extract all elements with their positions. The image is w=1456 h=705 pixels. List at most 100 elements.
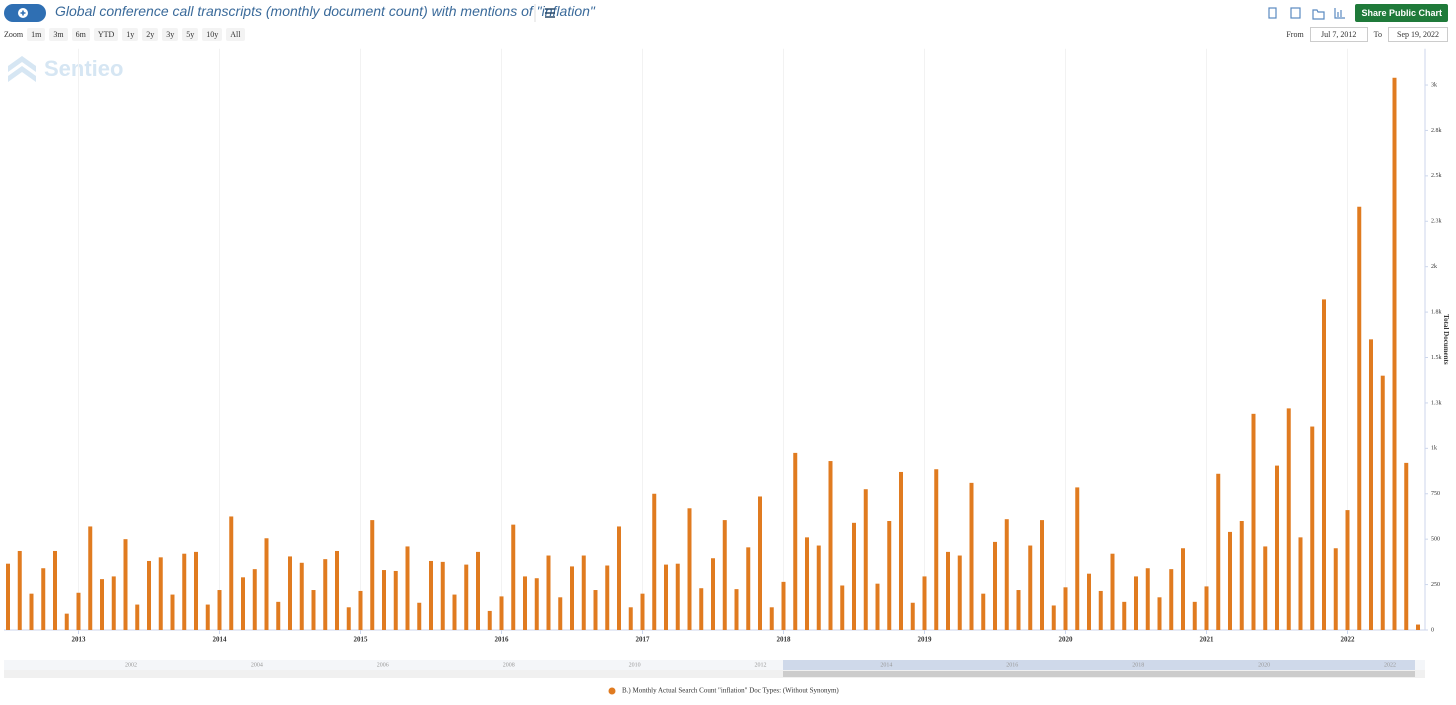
y-tick-label: 500 [1431, 537, 1440, 543]
bar [182, 553, 187, 630]
bar [734, 589, 739, 630]
bar [946, 551, 950, 630]
bar [1204, 586, 1209, 630]
scrollbar-thumb[interactable] [783, 671, 1415, 677]
from-input[interactable]: Jul 7, 2012 [1309, 27, 1368, 42]
bar [652, 493, 657, 630]
to-label: To [1373, 30, 1382, 39]
bar [440, 561, 445, 630]
navigator-label: 2022 [1384, 662, 1396, 668]
bar [593, 590, 598, 630]
bar [1110, 553, 1115, 630]
bar [957, 555, 962, 630]
bar [64, 613, 69, 630]
add-button[interactable] [4, 4, 46, 22]
bar [699, 588, 704, 630]
zoom-button[interactable]: 3m [49, 28, 68, 41]
bar [1216, 473, 1221, 630]
bar [1322, 299, 1326, 630]
bar [1357, 206, 1362, 630]
bar [1122, 601, 1127, 630]
chart-title: Global conference call transcripts (mont… [55, 3, 595, 19]
bar [487, 610, 492, 630]
bar [793, 452, 798, 630]
bar [1169, 569, 1174, 630]
bar [1181, 548, 1185, 630]
bar [887, 521, 892, 630]
bar [123, 539, 128, 630]
bar [229, 516, 234, 630]
bar [264, 538, 269, 630]
bar [664, 564, 668, 630]
scrollbar[interactable] [4, 670, 1425, 678]
bar [17, 550, 22, 630]
bar [29, 593, 34, 630]
zoom-button[interactable]: 1y [122, 28, 139, 41]
bar [828, 461, 833, 630]
navigator-label: 2018 [1132, 662, 1144, 668]
y-axis-title: Total Documents [1442, 314, 1450, 365]
y-tick-label: 1k [1431, 446, 1437, 452]
legend-label[interactable]: B.) Monthly Actual Search Count "inflati… [622, 687, 839, 695]
bar [840, 585, 845, 630]
bar [1051, 605, 1056, 630]
to-input[interactable]: Sep 19, 2022 [1388, 27, 1448, 42]
bar [1275, 465, 1279, 630]
bar [1369, 339, 1373, 630]
x-tick-label: 2021 [1200, 636, 1215, 644]
zoom-button[interactable]: 3y [162, 28, 179, 41]
bar [1416, 624, 1420, 630]
x-tick-label: 2018 [777, 636, 792, 644]
bar [382, 570, 386, 630]
bar [863, 489, 868, 630]
bar [76, 592, 81, 630]
bar [111, 576, 116, 630]
bar [1310, 426, 1315, 630]
bar [969, 482, 974, 630]
navigator-label: 2010 [629, 662, 641, 668]
zoom-button[interactable]: 2y [142, 28, 159, 41]
bar [628, 607, 633, 630]
bar [346, 607, 351, 630]
bar [1251, 413, 1256, 630]
share-button[interactable]: Share Public Chart [1355, 4, 1448, 22]
bar [1028, 545, 1033, 630]
zoom-button[interactable]: 6m [71, 28, 90, 41]
zoom-button[interactable]: 5y [182, 28, 199, 41]
navigator-label: 2002 [125, 662, 137, 668]
bar [781, 581, 786, 630]
bar [993, 541, 997, 630]
bar [1157, 597, 1162, 630]
menu-icon[interactable] [533, 4, 557, 22]
y-tick-label: 3k [1431, 82, 1437, 88]
y-tick-label: 1.3k [1431, 400, 1442, 406]
navigator-label: 2006 [377, 662, 389, 668]
bar [6, 563, 10, 630]
bar [805, 537, 809, 630]
zoom-button[interactable]: All [226, 28, 245, 41]
bar [205, 604, 210, 630]
zoom-button[interactable]: YTD [93, 28, 119, 41]
x-tick-label: 2020 [1059, 636, 1074, 644]
bar [276, 601, 281, 630]
bar [605, 565, 610, 630]
navigator [4, 660, 1425, 670]
bar [816, 545, 821, 630]
watermark-logo [8, 56, 36, 82]
bar [922, 576, 927, 630]
bar [746, 547, 751, 630]
bar [910, 602, 915, 630]
legend-marker [608, 687, 616, 695]
bar [1134, 576, 1138, 630]
bar [675, 563, 680, 630]
bar [1333, 548, 1338, 630]
bar [288, 556, 292, 630]
add-icon [18, 8, 28, 18]
bar [1380, 375, 1385, 630]
navigator-selection[interactable] [783, 660, 1415, 670]
zoom-button[interactable]: 10y [202, 28, 223, 41]
bar [640, 593, 645, 630]
zoom-button[interactable]: 1m [27, 28, 46, 41]
y-tick-label: 2.3k [1431, 219, 1442, 225]
watermark: Sentieo [6, 54, 123, 84]
